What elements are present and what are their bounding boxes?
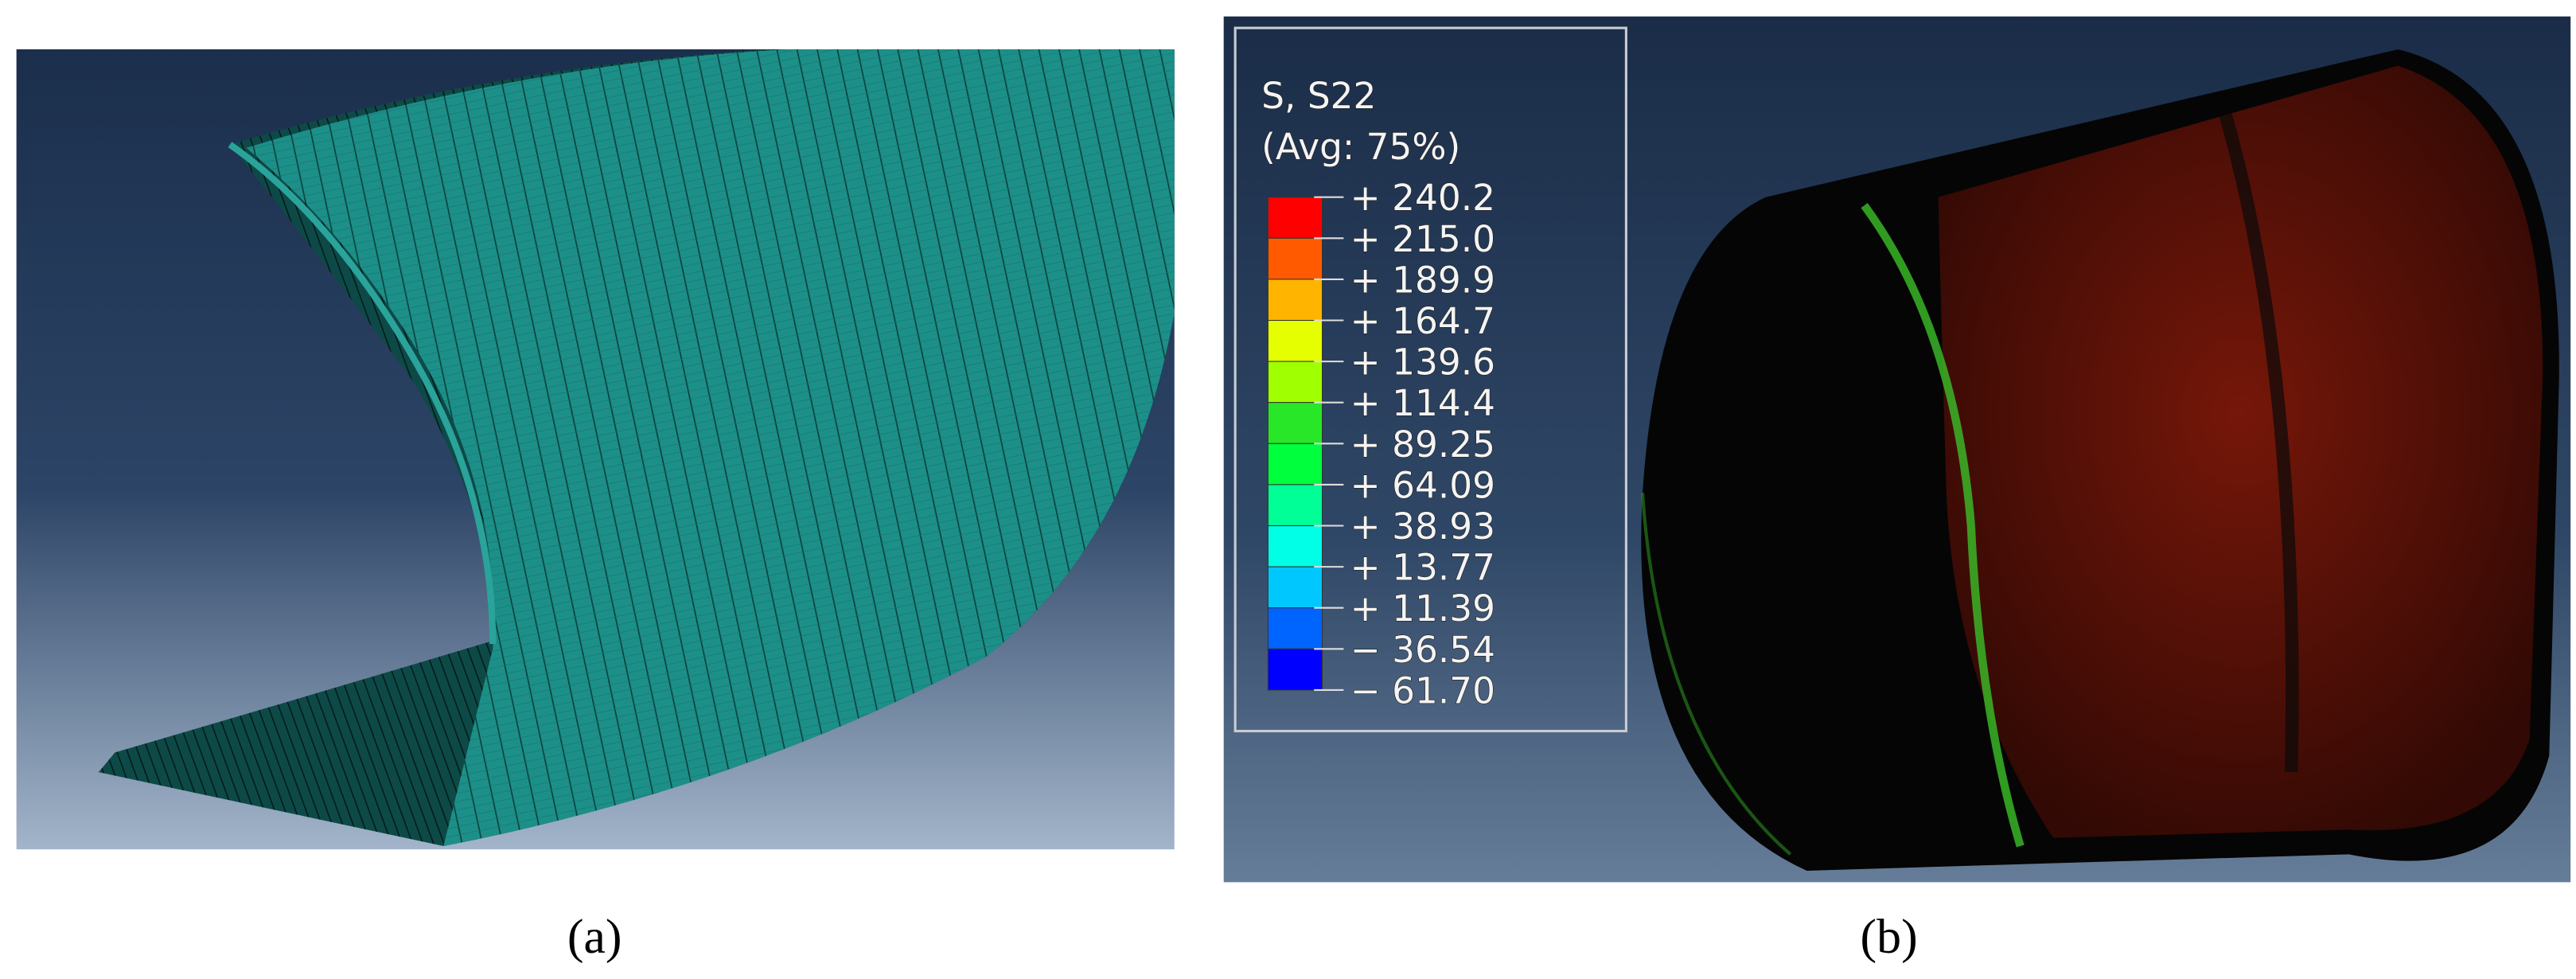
legend-label: + 89.25 — [1350, 423, 1495, 466]
legend-color — [1267, 525, 1323, 568]
panel-label: (b) — [1861, 910, 1918, 964]
panel-label: (a) — [567, 910, 622, 964]
legend: + 240.2+ 215.0+ 189.9+ 164.7+ 139.6+ 114… — [1267, 177, 1496, 712]
legend-color — [1267, 443, 1323, 486]
legend-label: − 61.70 — [1350, 669, 1495, 712]
legend-color — [1267, 402, 1323, 444]
legend-label: + 164.7 — [1350, 300, 1495, 342]
stress-band — [1938, 65, 2543, 838]
legend-title: S, S22 — [1261, 75, 1376, 117]
legend-color — [1267, 361, 1323, 404]
legend-label: + 13.77 — [1350, 547, 1495, 589]
legend-color — [1267, 197, 1323, 239]
panel-a: (a) — [16, 49, 1175, 964]
end-edge — [1640, 493, 1792, 856]
seam — [2219, 113, 2299, 773]
panel-b: S, S22 (Avg: 75%) + 240.2+ 215.0+ 189.9+… — [1223, 16, 2571, 964]
legend-color — [1267, 319, 1323, 362]
legend-color — [1267, 484, 1323, 527]
legend-label: + 38.93 — [1350, 505, 1495, 548]
legend-label: − 36.54 — [1350, 629, 1495, 671]
stress-edge — [1861, 202, 2025, 848]
legend-color — [1267, 279, 1323, 322]
legend-color — [1267, 237, 1323, 280]
legend-label: + 189.9 — [1350, 259, 1495, 301]
legend-box — [1233, 26, 1627, 733]
legend-color — [1267, 648, 1323, 691]
legend-subtitle: (Avg: 75%) — [1261, 126, 1460, 168]
legend-color — [1267, 607, 1323, 649]
legend-label: + 139.6 — [1350, 341, 1495, 384]
mesh-surface — [246, 49, 1175, 846]
legend-label: + 11.39 — [1350, 587, 1495, 630]
mesh-edge — [228, 142, 497, 645]
legend-label: + 215.0 — [1350, 218, 1495, 260]
legend-label: + 114.4 — [1350, 382, 1495, 424]
legend-color — [1267, 566, 1323, 609]
legend-label: + 240.2 — [1350, 177, 1495, 219]
legend-label: + 64.09 — [1350, 464, 1495, 506]
